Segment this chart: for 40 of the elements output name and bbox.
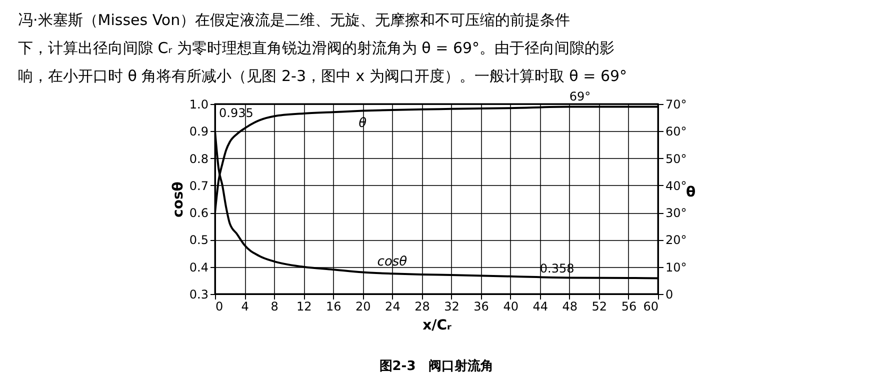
x-tick-label: 56	[621, 300, 637, 314]
x-tick-label: 16	[326, 300, 342, 314]
y2-tick-label: 30°	[666, 206, 687, 220]
x-tick-label: 32	[444, 300, 460, 314]
text: 冯·米塞斯（Misses Von）在假定液流是二维、无旋、无摩擦和不可压缩的前提条件	[18, 11, 570, 29]
x-tick-label: 36	[474, 300, 489, 314]
x-axis-title: x/Cᵣ	[422, 318, 452, 334]
y2-tick-label: 50°	[666, 152, 687, 166]
text: 下，计算出径向间隙 Cᵣ 为零时理想直角锐边滑阀的射流角为 θ = 69°。由于径向间隙的影	[18, 39, 615, 57]
y2-tick-label: 70°	[666, 98, 687, 112]
x-tick-label: 48	[562, 300, 578, 314]
y2-tick-label: 10°	[666, 260, 687, 274]
x-tick-label: 20	[356, 300, 371, 314]
y-tick-label: 0.8	[189, 152, 208, 166]
annotation: 69°	[569, 90, 591, 104]
y-tick-label: 0.5	[189, 233, 208, 248]
y2-tick-label: 0	[666, 288, 674, 302]
x-tick-label: 52	[592, 300, 608, 314]
y2-tick-label: 60°	[666, 124, 687, 139]
y-tick-label: 0.9	[189, 124, 208, 139]
x-tick-label: 24	[385, 300, 400, 314]
text: 响，在小开口时 θ 角将有所减小（见图 2-3，图中 x 为阀口开度）。一般计算时取 θ = 69°	[18, 67, 628, 85]
y-tick-label: 0.6	[189, 206, 208, 220]
x-tick-label: 44	[532, 300, 548, 314]
y-tick-label: 0.4	[189, 260, 208, 274]
y2-tick-label: 40°	[666, 178, 687, 193]
x-tick-label: 8	[270, 300, 278, 314]
y-axis-title: cosθ	[170, 181, 186, 218]
x-tick-label: 40	[503, 300, 518, 314]
y-tick-label: 0.7	[189, 178, 208, 193]
y2-tick-label: 20°	[666, 233, 687, 248]
x-tick-label: 12	[296, 300, 312, 314]
y-tick-label: 0.3	[189, 288, 208, 302]
x-tick-label: 28	[414, 300, 430, 314]
y-tick-label: 1.0	[189, 98, 208, 112]
x-tick-label: 60	[643, 300, 658, 314]
x-tick-label: 4	[241, 300, 249, 314]
caption: 图2-3 阀口射流角	[379, 358, 494, 374]
x-tick-label: 0	[216, 300, 224, 314]
y2-axis-title: θ	[686, 184, 696, 200]
